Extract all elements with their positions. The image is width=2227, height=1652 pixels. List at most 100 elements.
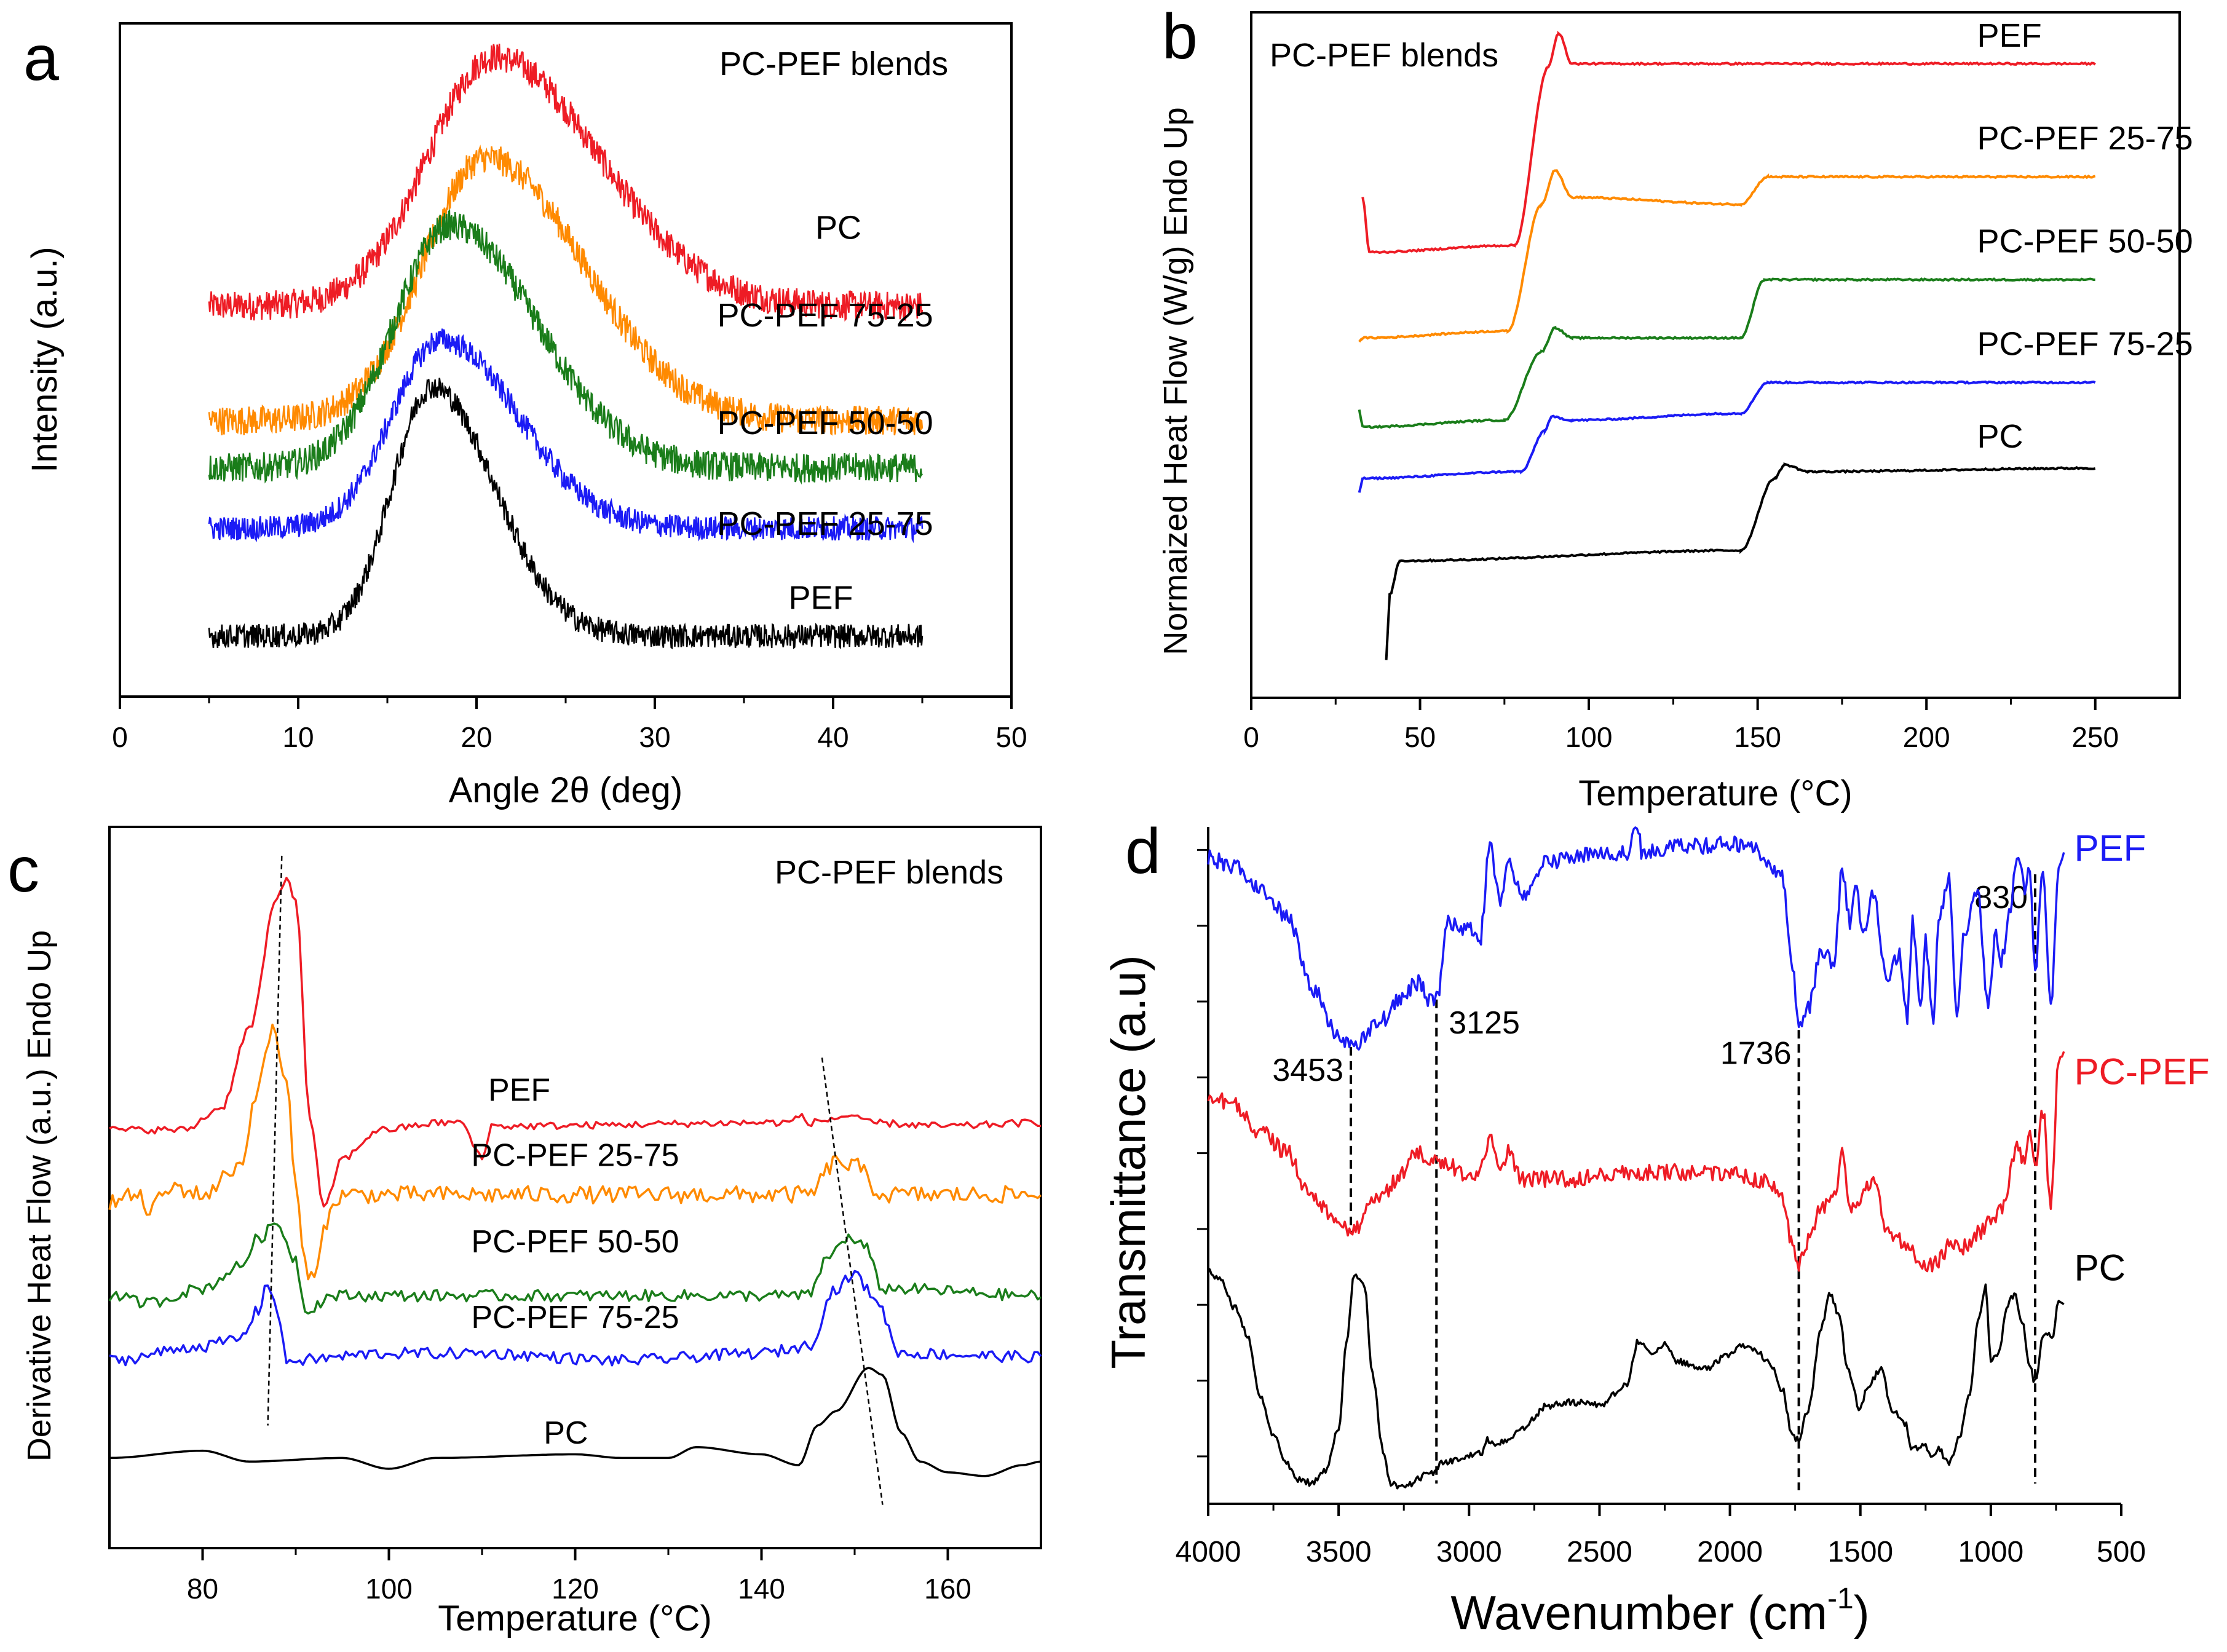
panel-d-xlabel-main: Wavenumber (cm (1450, 1586, 1827, 1640)
panel-d-x-tick-label: 1500 (1827, 1536, 1893, 1568)
panel-b-series (1358, 30, 2096, 660)
panel-c-series-pc (109, 1367, 1042, 1477)
panel-c-derivative: c PC-PEF blends Temperature (°C) Derivat… (7, 826, 1042, 1638)
panel-b-plot-frame (1250, 11, 2181, 699)
panel-a-title: PC-PEF blends (719, 45, 948, 82)
panel-b-series-label: PC-PEF 50-50 (1977, 223, 2193, 259)
panel-c-series-pef (109, 877, 1042, 1207)
panel-b-x-tick-label: 100 (1565, 721, 1613, 753)
panel-c-labels: PEF PC-PEF 25-75 PC-PEF 50-50 PC-PEF 75-25 P… (471, 1073, 679, 1451)
panel-b-x-tick-label: 50 (1404, 721, 1436, 753)
panel-a-series-pc-pef-25-75 (208, 328, 924, 543)
panel-d-series-label: PC-PEF (2075, 1051, 2210, 1092)
panel-d-y-ticks (1197, 848, 1208, 1458)
panel-a-series-label: PC-PEF 50-50 (718, 405, 933, 441)
panel-d-xlabel-end: ) (1854, 1586, 1870, 1640)
panel-a-series-pc (208, 43, 924, 322)
panel-a-series-pc-pef-75-25 (208, 144, 924, 436)
panel-a-ylabel: Intensity (a.u.) (25, 247, 65, 472)
panel-b-labels: PEF PC-PEF 25-75 PC-PEF 50-50 PC-PEF 75-25 P… (1977, 17, 2193, 455)
panel-b-series-pc-pef-50-50 (1358, 277, 2095, 429)
panel-c-guide-line (821, 1057, 884, 1505)
panel-d-x-tick-label: 4000 (1176, 1536, 1241, 1568)
panel-d-ylabel: Transmittance (a.u) (1101, 955, 1155, 1369)
panel-d-x-tick-label: 3000 (1436, 1536, 1502, 1568)
panel-d-axes (1207, 827, 2121, 1505)
panel-a-x-tick-label: 0 (112, 721, 128, 753)
panel-c-series-pc-pef-75-25 (109, 1270, 1042, 1367)
panel-c-xlabel: Temperature (°C) (438, 1599, 711, 1638)
panel-a-xrd: a PC-PEF blends Angle 2θ (deg) Intensity… (23, 22, 1027, 810)
panel-b-x-tick-label: 200 (1903, 721, 1950, 753)
panel-c-series-pc-pef-50-50 (108, 1222, 1042, 1315)
panel-c-guides (267, 855, 884, 1505)
panel-b-title: PC-PEF blends (1270, 37, 1498, 74)
panel-c-title: PC-PEF blends (775, 854, 1003, 891)
panel-a-x-ticks: 0 10 20 30 40 50 (112, 697, 1027, 753)
panel-c-series-pc-pef-25-75 (108, 1023, 1042, 1281)
panel-d-series-pef (1207, 826, 2065, 1051)
panel-letter-a: a (23, 23, 59, 94)
panel-d-x-tick-label: 2000 (1697, 1536, 1763, 1568)
panel-d-guides: 3453 3125 1736 830 (1272, 874, 2036, 1490)
panel-d-series (1207, 826, 2065, 1490)
panel-a-series (208, 43, 924, 650)
panel-d-x-tick-label: 1000 (1958, 1536, 2023, 1568)
panel-letter-c: c (7, 834, 39, 906)
panel-d-series-label: PC (2075, 1247, 2126, 1289)
panel-b-x-tick-label: 0 (1243, 721, 1259, 753)
panel-b-xlabel: Temperature (°C) (1578, 773, 1852, 813)
panel-b-series-pc-pef-25-75 (1358, 169, 2096, 343)
panel-c-x-tick-label: 100 (365, 1573, 413, 1605)
panel-c-x-tick-label: 140 (738, 1573, 785, 1605)
panel-b-series-label: PC-PEF 75-25 (1977, 326, 2193, 363)
panel-b-series-label: PC-PEF 25-75 (1977, 120, 2193, 157)
panel-c-series-label: PEF (488, 1073, 550, 1109)
panel-c-x-tick-label: 80 (187, 1573, 218, 1605)
panel-c-series-label: PC-PEF 75-25 (471, 1300, 679, 1335)
panel-a-labels: PC PC-PEF 75-25 PC-PEF 50-50 PC-PEF 25-75 PE… (718, 209, 933, 616)
panel-d-series-pc-pef (1207, 1051, 2065, 1273)
panel-b-series-label: PEF (1977, 17, 2042, 54)
panel-a-series-label: PC-PEF 25-75 (718, 505, 933, 542)
panel-a-xlabel: Angle 2θ (deg) (449, 770, 682, 810)
panel-d-x-tick-label: 2500 (1567, 1536, 1632, 1568)
panel-d-peak-label: 830 (1974, 880, 2028, 915)
panel-c-x-ticks: 80 100 120 140 160 (187, 1548, 971, 1605)
panel-a-series-label: PC-PEF 75-25 (718, 297, 933, 334)
panel-c-x-tick-label: 160 (924, 1573, 971, 1605)
panel-b-series-pc-pef-75-25 (1358, 380, 2096, 493)
panel-d-xlabel: Wavenumber (cm-1) (1450, 1583, 1869, 1640)
panel-c-guide-line (267, 855, 283, 1426)
panel-a-series-pef (208, 377, 924, 650)
panel-a-series-pc-pef-50-50 (208, 208, 924, 485)
panel-c-series-label: PC-PEF 25-75 (471, 1137, 679, 1173)
panel-b-series-pef (1361, 30, 2096, 255)
panel-b-x-tick-label: 150 (1734, 721, 1781, 753)
panel-letter-d: d (1125, 816, 1161, 887)
panel-d-ftir: d Wavenumber (cm-1) Transmittance (a.u) … (1101, 816, 2210, 1640)
panel-c-series (108, 877, 1042, 1477)
panel-d-series-label: PEF (2075, 828, 2146, 869)
panel-d-series-pc (1208, 1267, 2065, 1490)
panel-d-x-ticks: 4000 3500 3000 2500 2000 1500 1000 500 (1176, 1504, 2146, 1568)
panel-a-x-tick-label: 10 (282, 721, 314, 753)
panel-c-series-label: PC (544, 1415, 588, 1451)
panel-d-labels: PEF PC-PEF PC (2075, 828, 2210, 1289)
panel-c-series-label: PC-PEF 50-50 (471, 1224, 679, 1260)
panel-d-peak-label: 1736 (1720, 1035, 1792, 1071)
panel-c-x-tick-label: 120 (552, 1573, 599, 1605)
panel-d-peak-label: 3125 (1449, 1005, 1520, 1041)
panel-b-dsc: b PC-PEF blends Temperature (°C) Normaiz… (1157, 1, 2193, 813)
panel-b-x-tick-label: 250 (2071, 721, 2119, 753)
panel-b-x-ticks: 0 50 100 150 200 250 (1243, 698, 2119, 753)
panel-a-x-tick-label: 30 (639, 721, 670, 753)
panel-d-x-tick-label: 3500 (1306, 1536, 1372, 1568)
panel-b-series-pc (1385, 462, 2096, 660)
panel-a-x-tick-label: 50 (995, 721, 1027, 753)
panel-a-series-label: PEF (789, 580, 853, 617)
panel-d-x-tick-label: 500 (2097, 1536, 2146, 1568)
panel-a-series-label: PC (815, 209, 861, 246)
panel-a-x-tick-label: 20 (461, 721, 492, 753)
